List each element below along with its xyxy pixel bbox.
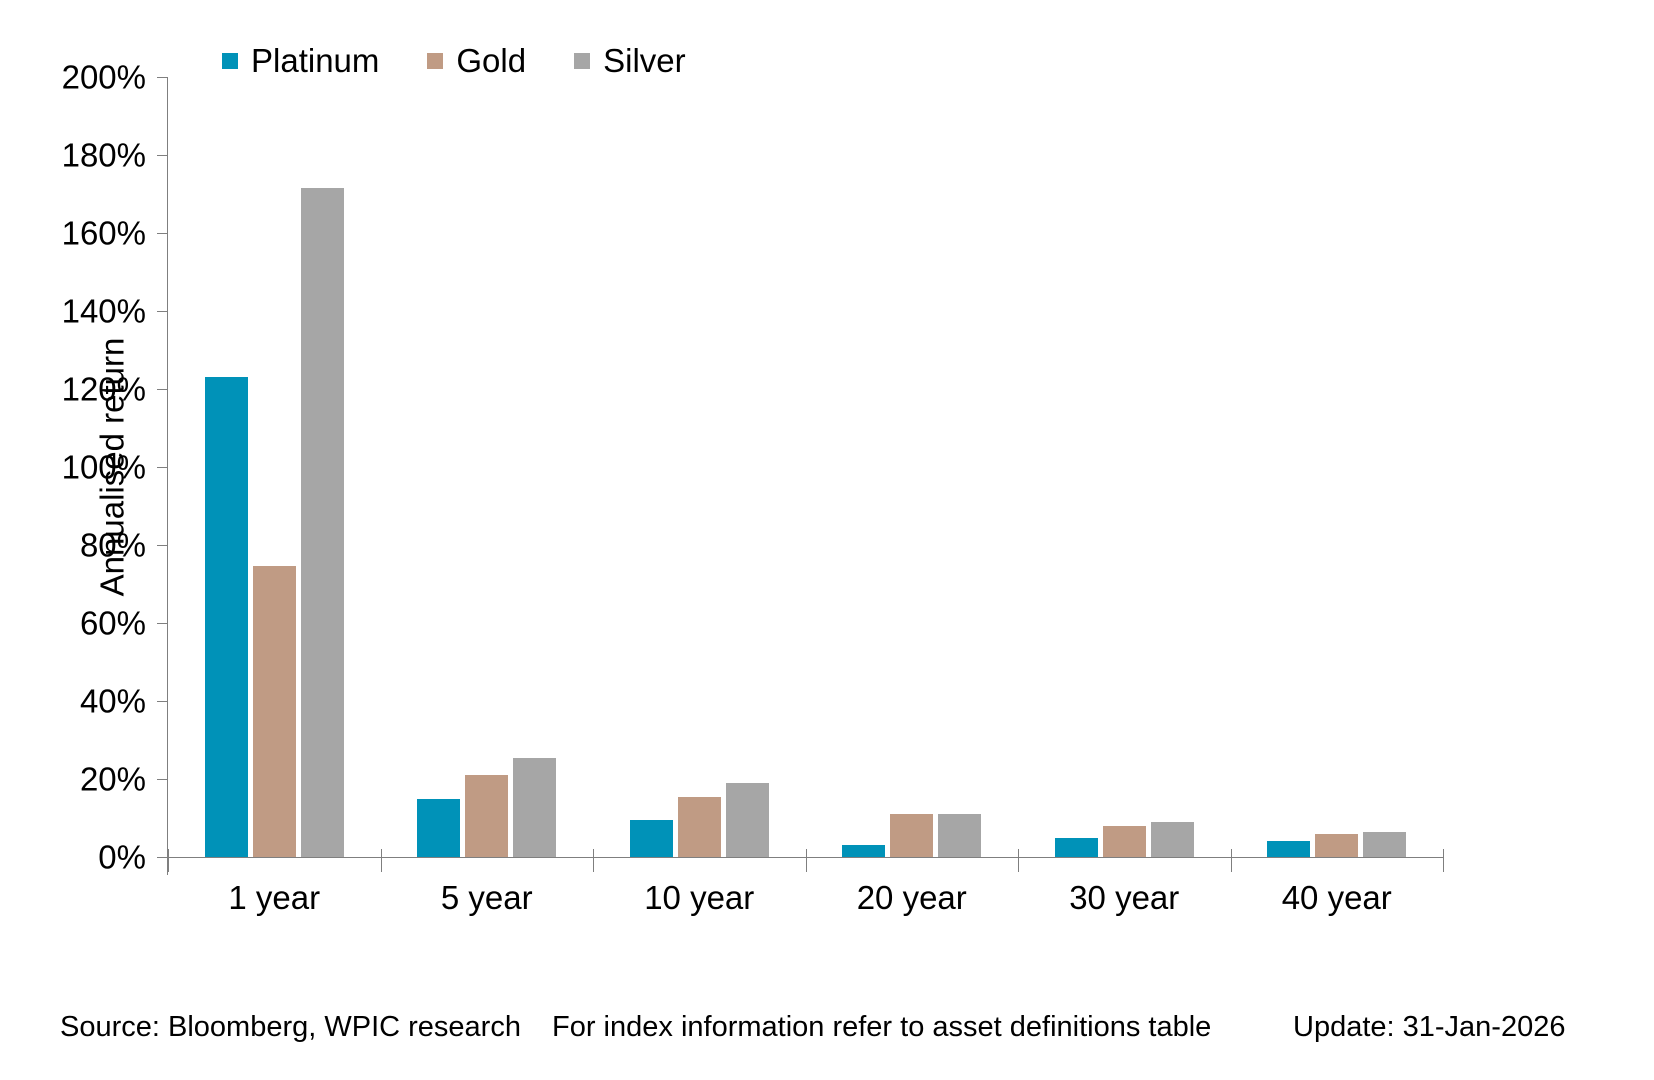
y-tick-label-60: 60% xyxy=(79,604,146,642)
x-axis-label-30-year: 30 year xyxy=(1069,879,1180,916)
bar-gold-10-year xyxy=(677,796,721,857)
y-tick-label-160: 160% xyxy=(61,214,146,252)
bar-group-30-year: 30 year xyxy=(1018,77,1231,916)
y-tick-mark-160 xyxy=(157,232,167,234)
legend-item-gold: Gold xyxy=(427,44,526,77)
x-axis-label-40-year: 40 year xyxy=(1281,879,1392,916)
index-info-note: For index information refer to asset def… xyxy=(552,1011,1212,1043)
y-tick-label-140: 140% xyxy=(61,292,146,330)
bar-gold-20-year xyxy=(890,814,934,857)
x-axis-label-5-year: 5 year xyxy=(440,879,533,916)
x-tick-mark-5 xyxy=(1230,849,1232,872)
bar-platinum-5-year xyxy=(417,798,461,857)
x-tick-mark-4 xyxy=(1018,849,1019,872)
bar-group-40-year: 40 year xyxy=(1231,77,1444,916)
y-tick-label-200: 200% xyxy=(61,58,146,96)
bar-platinum-30-year xyxy=(1054,837,1098,857)
y-tick-mark-80 xyxy=(157,544,167,546)
y-tick-label-120: 120% xyxy=(61,370,146,408)
bar-gold-1-year xyxy=(252,566,296,857)
bar-silver-30-year xyxy=(1150,821,1194,857)
legend-item-platinum: Platinum xyxy=(222,44,379,77)
bar-silver-20-year xyxy=(938,814,982,857)
bar-silver-40-year xyxy=(1363,831,1407,857)
y-tick-mark-60 xyxy=(157,622,167,624)
y-tick-label-100: 100% xyxy=(61,448,146,486)
bar-group-5-year: 5 year xyxy=(381,77,594,916)
legend-label-gold: Gold xyxy=(456,42,527,79)
y-tick-label-0: 0% xyxy=(98,838,146,876)
x-tick-mark-6 xyxy=(1443,849,1444,872)
y-tick-label-180: 180% xyxy=(61,136,146,174)
x-axis-label-20-year: 20 year xyxy=(856,879,967,916)
bar-gold-30-year xyxy=(1102,825,1146,857)
x-axis-label-10-year: 10 year xyxy=(644,879,755,916)
legend-swatch-silver xyxy=(574,52,591,69)
bar-platinum-1-year xyxy=(204,377,248,857)
bar-silver-5-year xyxy=(513,757,557,857)
x-tick-mark-3 xyxy=(805,849,807,872)
y-tick-mark-0 xyxy=(157,856,167,858)
y-tick-mark-180 xyxy=(157,154,167,156)
legend: Platinum Gold Silver xyxy=(222,44,686,77)
y-tick-label-20: 20% xyxy=(79,760,146,798)
bar-silver-1-year xyxy=(300,188,344,857)
y-axis-line xyxy=(167,77,168,875)
y-tick-mark-100 xyxy=(157,466,167,468)
bar-group-20-year: 20 year xyxy=(806,77,1019,916)
y-tick-mark-20 xyxy=(157,778,167,780)
bar-silver-10-year xyxy=(725,782,769,857)
y-tick-label-80: 80% xyxy=(79,526,146,564)
y-tick-mark-40 xyxy=(157,700,167,702)
bar-platinum-40-year xyxy=(1267,841,1311,857)
bar-gold-40-year xyxy=(1315,833,1359,857)
x-tick-mark-2 xyxy=(593,849,594,872)
bar-group-1-year: 1 year xyxy=(168,77,381,916)
legend-swatch-platinum xyxy=(222,52,238,69)
x-axis-label-1-year: 1 year xyxy=(228,879,321,916)
x-tick-mark-1 xyxy=(380,849,382,872)
bar-platinum-10-year xyxy=(629,819,673,857)
legend-label-platinum: Platinum xyxy=(251,42,380,79)
legend-item-silver: Silver xyxy=(574,44,686,77)
legend-swatch-gold xyxy=(427,52,444,69)
y-tick-mark-200 xyxy=(157,76,167,78)
y-tick-mark-140 xyxy=(157,310,167,312)
legend-label-silver: Silver xyxy=(603,42,686,79)
update-date: Update: 31-Jan-2026 xyxy=(1293,1011,1566,1043)
bar-group-10-year: 10 year xyxy=(593,77,806,916)
x-tick-mark-0 xyxy=(168,849,169,872)
y-tick-label-40: 40% xyxy=(79,682,146,720)
bar-gold-5-year xyxy=(465,775,509,857)
y-tick-mark-120 xyxy=(157,388,167,390)
source-note: Source: Bloomberg, WPIC research xyxy=(60,1011,521,1043)
bar-platinum-20-year xyxy=(842,845,886,857)
plot-area: 0% 20% 40% 60% 80% 100% 120% 140% 160% 180% 200% 1 … xyxy=(62,61,1444,916)
